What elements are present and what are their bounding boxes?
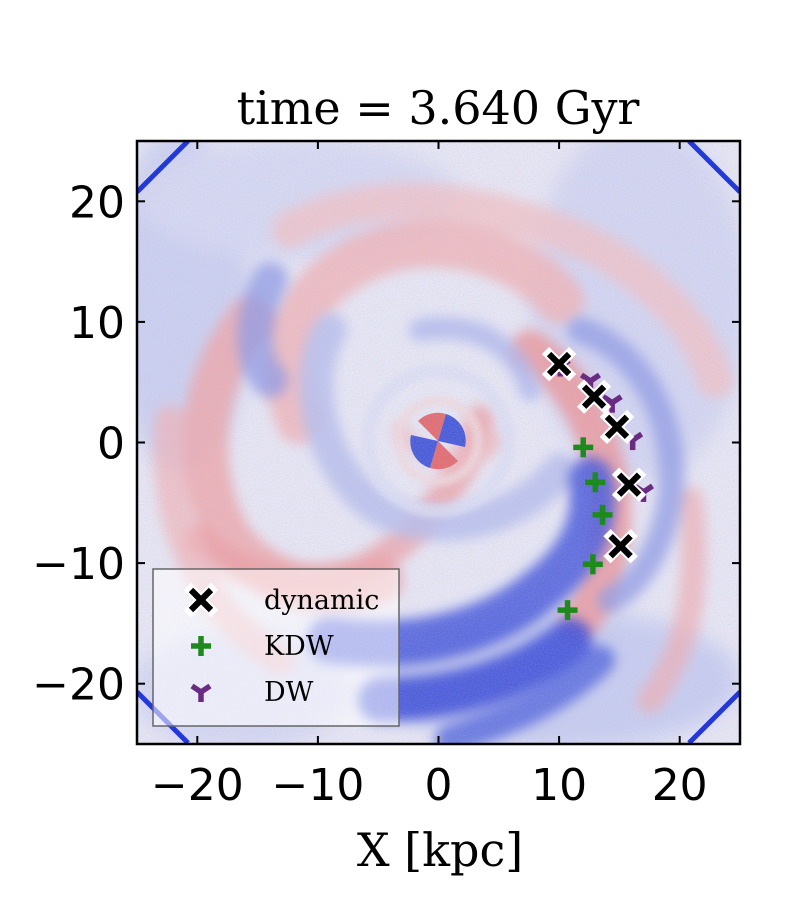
x-tick-label: 20 [652,760,708,811]
point-kdw [573,437,594,458]
x-tick-label: −10 [271,760,364,811]
legend: dynamic KDW DW [152,568,400,727]
markers-layer [541,346,655,621]
point-kdw [585,472,606,493]
y-tick-label: −20 [32,660,125,711]
y-tick-label: 10 [69,298,125,349]
x-axis-label: X [kpc] [357,823,523,877]
x-tick-label: −20 [151,760,244,811]
legend-label-kdw: KDW [264,631,334,662]
point-dynamic [541,346,577,382]
axis-ticks [137,141,740,744]
y-tick-label: −10 [32,539,125,590]
point-kdw [582,554,603,575]
y-tick-label: 20 [69,177,125,228]
x-tick-label: 0 [425,760,453,811]
point-kdw [592,504,613,525]
point-dynamic [599,409,635,445]
point-kdw [557,600,578,621]
legend-marker-kdw [191,636,211,656]
tick-labels: −20 −10 0 10 20 20 10 0 −10 −20 [32,177,708,811]
legend-label-dw: DW [264,677,314,708]
legend-marker-dynamic [183,582,219,618]
point-dw [601,394,623,413]
point-dynamic [603,529,638,564]
y-tick-label: 0 [97,419,125,470]
legend-label-dynamic: dynamic [264,585,379,616]
chart-title: time = 3.640 Gyr [237,81,640,135]
point-dynamic [576,379,612,414]
point-dynamic [611,467,647,502]
legend-marker-dw [190,683,212,702]
x-tick-label: 10 [531,760,587,811]
